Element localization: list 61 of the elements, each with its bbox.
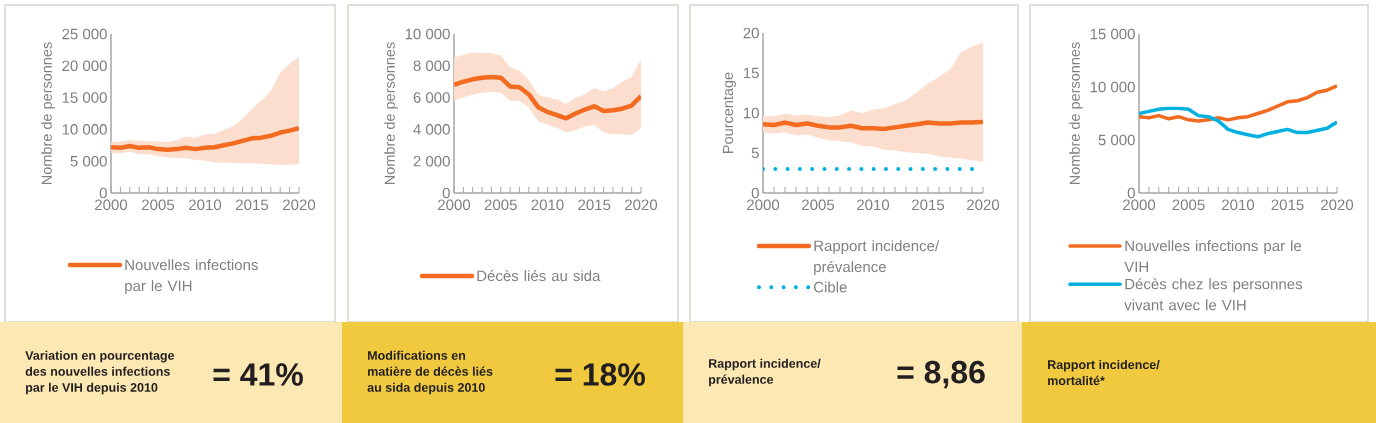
y-tick-label: 20 [743,27,759,39]
x-tick-label: 2000 [95,199,128,211]
y-axis-title: Nombre de personnes [384,42,398,185]
line-series [454,74,642,121]
y-tick-label: 5 000 [1098,134,1135,146]
y-tick-label: 5 [751,147,759,159]
legend-label: Décès liés au sida [477,269,601,282]
x-tick-label: 2005 [484,199,517,211]
y-tick-label: 8 000 [413,60,450,72]
x-tick-label: 2015 [236,199,269,211]
x-tick-label: 2010 [189,199,222,211]
y-axis-title: Pourcentage [722,72,736,153]
text: = 41% [213,363,303,386]
line-series [763,119,984,132]
y-tick-label: 10 [743,107,759,119]
y-tick-label: 2 000 [413,155,450,167]
x-tick-label: 2005 [802,199,835,211]
y-tick-label: 5 000 [70,155,107,167]
y-tick-label: 0 [99,187,107,199]
x-tick-label: 2005 [1172,199,1205,211]
x-tick-label: 2000 [1123,199,1156,211]
y-tick-label: 0 [1127,187,1135,199]
x-tick-label: 2010 [1222,199,1255,211]
legend-label: Rapport incidence/ prévalence [814,240,940,276]
x-tick-label: 2015 [578,199,611,211]
legend-label: Nouvelles infections par le VIH [125,259,258,295]
x-tick-label: 2000 [747,199,780,211]
x-tick-label: 2010 [857,199,890,211]
x-tick-label: 2010 [531,199,564,211]
text: = 18% [555,363,645,386]
y-tick-label: 10 000 [1090,81,1135,93]
y-tick-label: 6 000 [413,92,450,103]
x-tick-label: 2005 [142,199,175,211]
x-tick-label: 2015 [912,199,945,211]
y-tick-label: 0 [442,187,450,199]
x-tick-label: 2020 [967,199,1000,211]
x-tick-label: 2015 [1271,199,1304,211]
x-tick-label: 2000 [438,199,471,211]
x-tick-label: 2020 [283,199,316,211]
y-tick-label: 15 000 [62,92,107,103]
y-axis-title: Nombre de personnes [41,42,55,185]
legend-label: Décès chez les personnes vivant avec le VIH [1124,278,1303,311]
y-tick-label: 10 000 [405,28,450,40]
text: Modifications en matière de décès liés au sida depuis 2010 [367,350,493,395]
legend-label: Cible [813,281,847,293]
y-tick-label: 10 000 [62,124,107,135]
y-tick-label: 15 [743,67,759,79]
y-axis-title: Nombre de personnes [1069,42,1083,185]
y-tick-label: 25 000 [62,28,107,40]
legend-label: Nouvelles infections par le VIH [1124,240,1302,272]
y-tick-label: 15 000 [1090,28,1135,40]
text: Rapport incidence/ prévalence [709,358,821,387]
line-series [111,125,299,152]
y-tick-label: 0 [751,187,759,199]
text: = 8,86 [897,360,985,389]
text: Variation en pourcentage des nouvelles infections par le VIH depuis 2010 [25,350,175,395]
x-tick-label: 2020 [625,199,658,211]
y-tick-label: 20 000 [62,60,107,72]
x-tick-label: 2020 [1321,199,1354,211]
text: Rapport incidence/ mortalité* [1048,359,1160,386]
y-tick-label: 4 000 [413,124,450,135]
